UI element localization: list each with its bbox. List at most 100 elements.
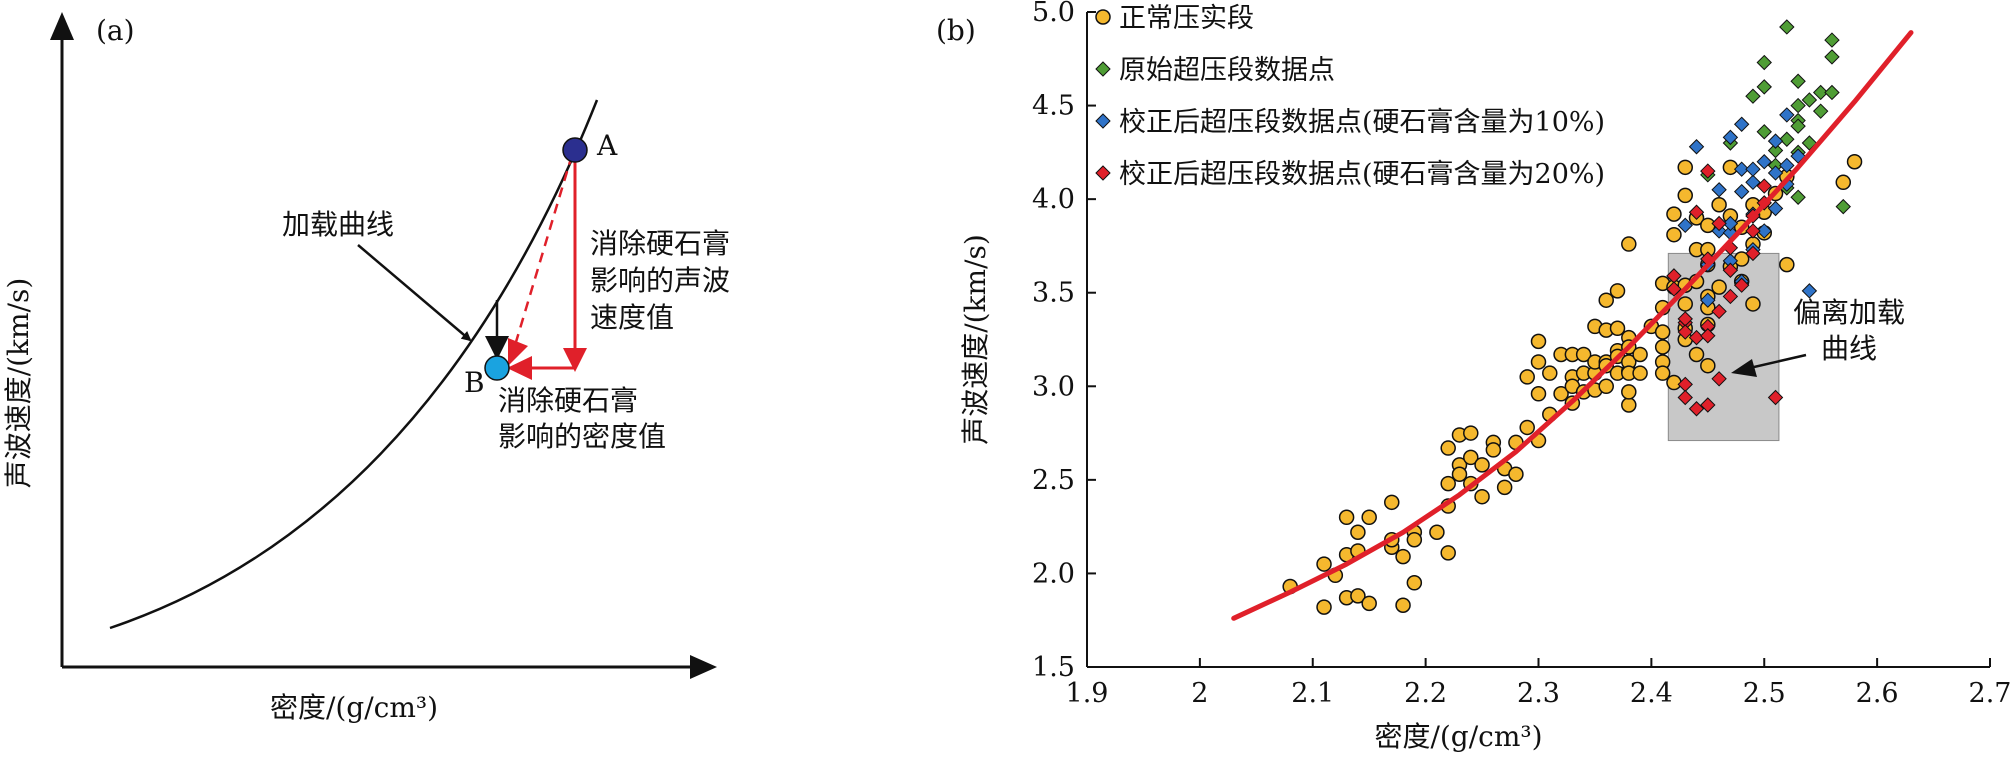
data-point bbox=[1700, 163, 1716, 179]
data-point bbox=[1463, 425, 1479, 441]
data-point bbox=[1666, 281, 1682, 297]
panel-a-point-a-label: A bbox=[596, 129, 618, 162]
panel-a-y-label: 声波速度/(km/s) bbox=[2, 278, 35, 489]
data-point bbox=[1756, 124, 1772, 140]
data-point bbox=[1316, 556, 1332, 572]
data-point bbox=[1598, 378, 1614, 395]
data-point bbox=[1756, 154, 1772, 170]
data-point bbox=[1790, 73, 1806, 89]
data-point bbox=[1451, 466, 1468, 482]
data-point bbox=[1496, 479, 1513, 496]
data-point bbox=[1677, 389, 1693, 406]
panel-a-dashed-arrowhead bbox=[508, 338, 528, 366]
data-point bbox=[1767, 142, 1784, 159]
data-point bbox=[1711, 197, 1727, 213]
panel-b: (b) 1.9 2 2.1 2.2 2.3 2.4 2.5 2.6 2.7 1.5 2.0 2.5 3.… bbox=[936, 0, 2010, 753]
panel-a-density-note-line-1: 消除硬石膏 bbox=[498, 384, 638, 417]
data-point bbox=[1756, 223, 1772, 239]
data-point bbox=[1530, 333, 1547, 350]
data-point bbox=[1711, 215, 1727, 232]
panel-a-dashed-arrow-shaft bbox=[514, 154, 574, 343]
data-point bbox=[1463, 449, 1479, 466]
panel-a-velocity-note-line-2: 影响的声波 bbox=[590, 264, 730, 297]
panel-a-loading-curve-label: 加载曲线 bbox=[282, 208, 394, 241]
data-point bbox=[1779, 256, 1795, 273]
data-point bbox=[1688, 401, 1705, 417]
panel-a-velocity-note-line-1: 消除硬石膏 bbox=[590, 227, 730, 260]
x-tick-label: 2.6 bbox=[1856, 678, 1899, 709]
data-point bbox=[1824, 49, 1840, 65]
panel-a-density-note-line-2: 影响的密度值 bbox=[498, 420, 666, 453]
data-point bbox=[1677, 217, 1693, 234]
data-point bbox=[1767, 133, 1784, 149]
panel-a-black-arrowhead bbox=[485, 336, 509, 360]
legend-item: 校正后超压段数据点(硬石膏含量为10%) bbox=[1095, 107, 1605, 138]
legend-marker bbox=[1095, 113, 1111, 129]
data-point bbox=[1474, 488, 1490, 505]
data-point bbox=[1722, 129, 1739, 146]
data-point bbox=[1722, 159, 1739, 176]
data-point bbox=[1519, 419, 1535, 436]
data-point bbox=[1519, 369, 1535, 385]
panel-a-point-a bbox=[562, 137, 588, 163]
legend-label: 正常压实段 bbox=[1119, 3, 1254, 34]
fit-curve bbox=[1231, 30, 1914, 621]
panel-a-curve-pointer-arrow bbox=[357, 244, 472, 342]
data-point bbox=[1700, 397, 1716, 413]
data-point bbox=[1406, 531, 1423, 548]
legend-item: 校正后超压段数据点(硬石膏含量为20%) bbox=[1095, 159, 1605, 190]
panel-a-x-axis-arrowhead bbox=[690, 655, 717, 679]
legend-label: 校正后超压段数据点(硬石膏含量为10%) bbox=[1119, 107, 1605, 138]
data-point bbox=[1779, 131, 1795, 147]
data-point bbox=[1688, 346, 1705, 363]
data-point bbox=[1801, 283, 1818, 299]
y-tick-label: 1.5 bbox=[1032, 652, 1075, 683]
data-point bbox=[1812, 84, 1829, 101]
panel-a-point-b bbox=[484, 355, 510, 381]
panel-a: (a) 密度/(g/cm³) 声波速度/(km/s) 加载曲线 A B 消除硬石… bbox=[2, 12, 730, 724]
data-point bbox=[1677, 324, 1693, 340]
x-tick-label: 2.3 bbox=[1517, 678, 1560, 709]
panel-a-y-axis-arrowhead bbox=[50, 12, 74, 40]
y-tick-label: 2.5 bbox=[1032, 465, 1075, 496]
y-axis-label: 声波速度/(km/s) bbox=[959, 234, 992, 445]
panel-a-velocity-note-line-3: 速度值 bbox=[590, 301, 674, 334]
data-point bbox=[1835, 174, 1852, 191]
data-point bbox=[1429, 524, 1445, 541]
data-point bbox=[1485, 442, 1502, 458]
data-point bbox=[1530, 386, 1547, 402]
data-point bbox=[1779, 107, 1795, 123]
data-point bbox=[1677, 159, 1693, 176]
panel-b-label: (b) bbox=[936, 14, 976, 47]
data-point bbox=[1609, 320, 1626, 337]
data-point bbox=[1575, 346, 1592, 363]
panel-a-loading-curve bbox=[109, 99, 599, 630]
data-point bbox=[1384, 494, 1400, 511]
data-point bbox=[1790, 189, 1806, 205]
panel-a-point-b-label: B bbox=[464, 366, 485, 399]
data-point bbox=[1542, 365, 1558, 381]
data-point bbox=[1711, 371, 1727, 387]
data-point bbox=[1767, 165, 1784, 181]
legend-label: 校正后超压段数据点(硬石膏含量为20%) bbox=[1119, 159, 1605, 190]
panel-a-label: (a) bbox=[96, 14, 135, 47]
panel-b-deviation-label-line-2: 曲线 bbox=[1821, 332, 1877, 365]
data-point bbox=[1440, 475, 1456, 492]
data-point bbox=[1801, 92, 1818, 108]
data-point bbox=[1733, 161, 1750, 177]
data-point bbox=[1350, 588, 1366, 604]
data-point bbox=[1711, 303, 1727, 320]
data-point bbox=[1824, 84, 1840, 101]
data-point bbox=[1654, 324, 1671, 340]
data-point bbox=[1745, 161, 1761, 177]
data-point bbox=[1666, 206, 1682, 222]
data-point bbox=[1395, 548, 1411, 565]
data-point bbox=[1779, 19, 1795, 35]
data-point bbox=[1316, 599, 1332, 615]
data-point bbox=[1790, 118, 1806, 134]
data-point bbox=[1824, 32, 1840, 48]
data-point bbox=[1745, 223, 1761, 239]
x-tick-label: 2.4 bbox=[1630, 678, 1673, 709]
data-point bbox=[1756, 79, 1772, 95]
data-point bbox=[1779, 157, 1795, 174]
